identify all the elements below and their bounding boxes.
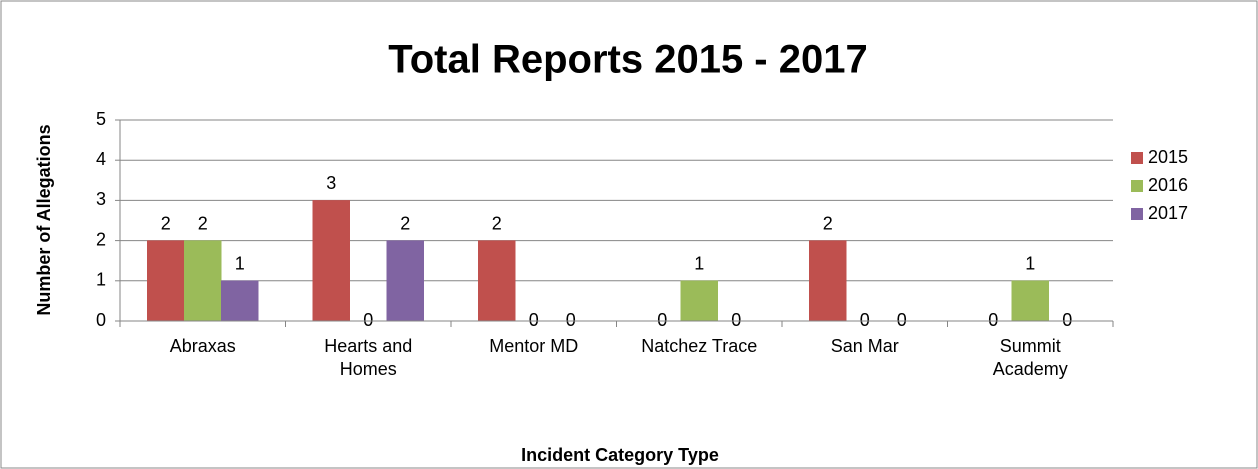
x-tick-label: Natchez Trace [641, 336, 758, 356]
data-label: 0 [657, 310, 667, 330]
x-tick-label: Mentor MD [489, 336, 579, 356]
data-label: 0 [988, 310, 998, 330]
y-tick-label: 1 [96, 270, 106, 290]
bar [312, 200, 350, 322]
y-tick-label: 3 [96, 189, 106, 209]
bar [478, 240, 516, 322]
y-tick-label: 4 [96, 149, 106, 169]
chart-title: Total Reports 2015 - 2017 [388, 38, 867, 82]
data-label: 1 [694, 254, 704, 274]
legend-swatch [1131, 180, 1143, 192]
data-label: 3 [326, 173, 336, 193]
bar [1011, 280, 1049, 322]
y-tick-label: 5 [96, 109, 106, 129]
x-tick-label: Hearts and Homes [324, 336, 413, 379]
x-tick-label: San Mar [830, 336, 899, 356]
legend-label: 2016 [1148, 175, 1188, 195]
bar [386, 240, 424, 322]
data-label: 0 [1062, 310, 1072, 330]
data-label: 1 [1025, 254, 1035, 274]
legend-label: 2017 [1148, 203, 1188, 223]
data-label: 2 [198, 213, 208, 233]
x-tick-label: Summit Academy [992, 336, 1068, 379]
legend-label: 2015 [1148, 147, 1188, 167]
bar [147, 240, 185, 322]
data-label: 0 [566, 310, 576, 330]
x-axis-title: Incident Category Type [521, 445, 719, 465]
bar [221, 280, 259, 322]
bar [680, 280, 718, 322]
data-label: 1 [235, 254, 245, 274]
data-label: 0 [731, 310, 741, 330]
y-tick-label: 2 [96, 229, 106, 249]
data-label: 2 [161, 213, 171, 233]
y-axis-title: Number of Allegations [34, 124, 54, 315]
data-label: 0 [529, 310, 539, 330]
data-label: 0 [363, 310, 373, 330]
data-label: 2 [400, 213, 410, 233]
data-label: 0 [897, 310, 907, 330]
data-label: 0 [860, 310, 870, 330]
bar [809, 240, 847, 322]
legend-swatch [1131, 152, 1143, 164]
bar [184, 240, 222, 322]
data-label: 2 [492, 213, 502, 233]
legend-swatch [1131, 208, 1143, 220]
y-tick-label: 0 [96, 310, 106, 330]
x-tick-label: Abraxas [169, 336, 236, 356]
data-label: 2 [823, 213, 833, 233]
